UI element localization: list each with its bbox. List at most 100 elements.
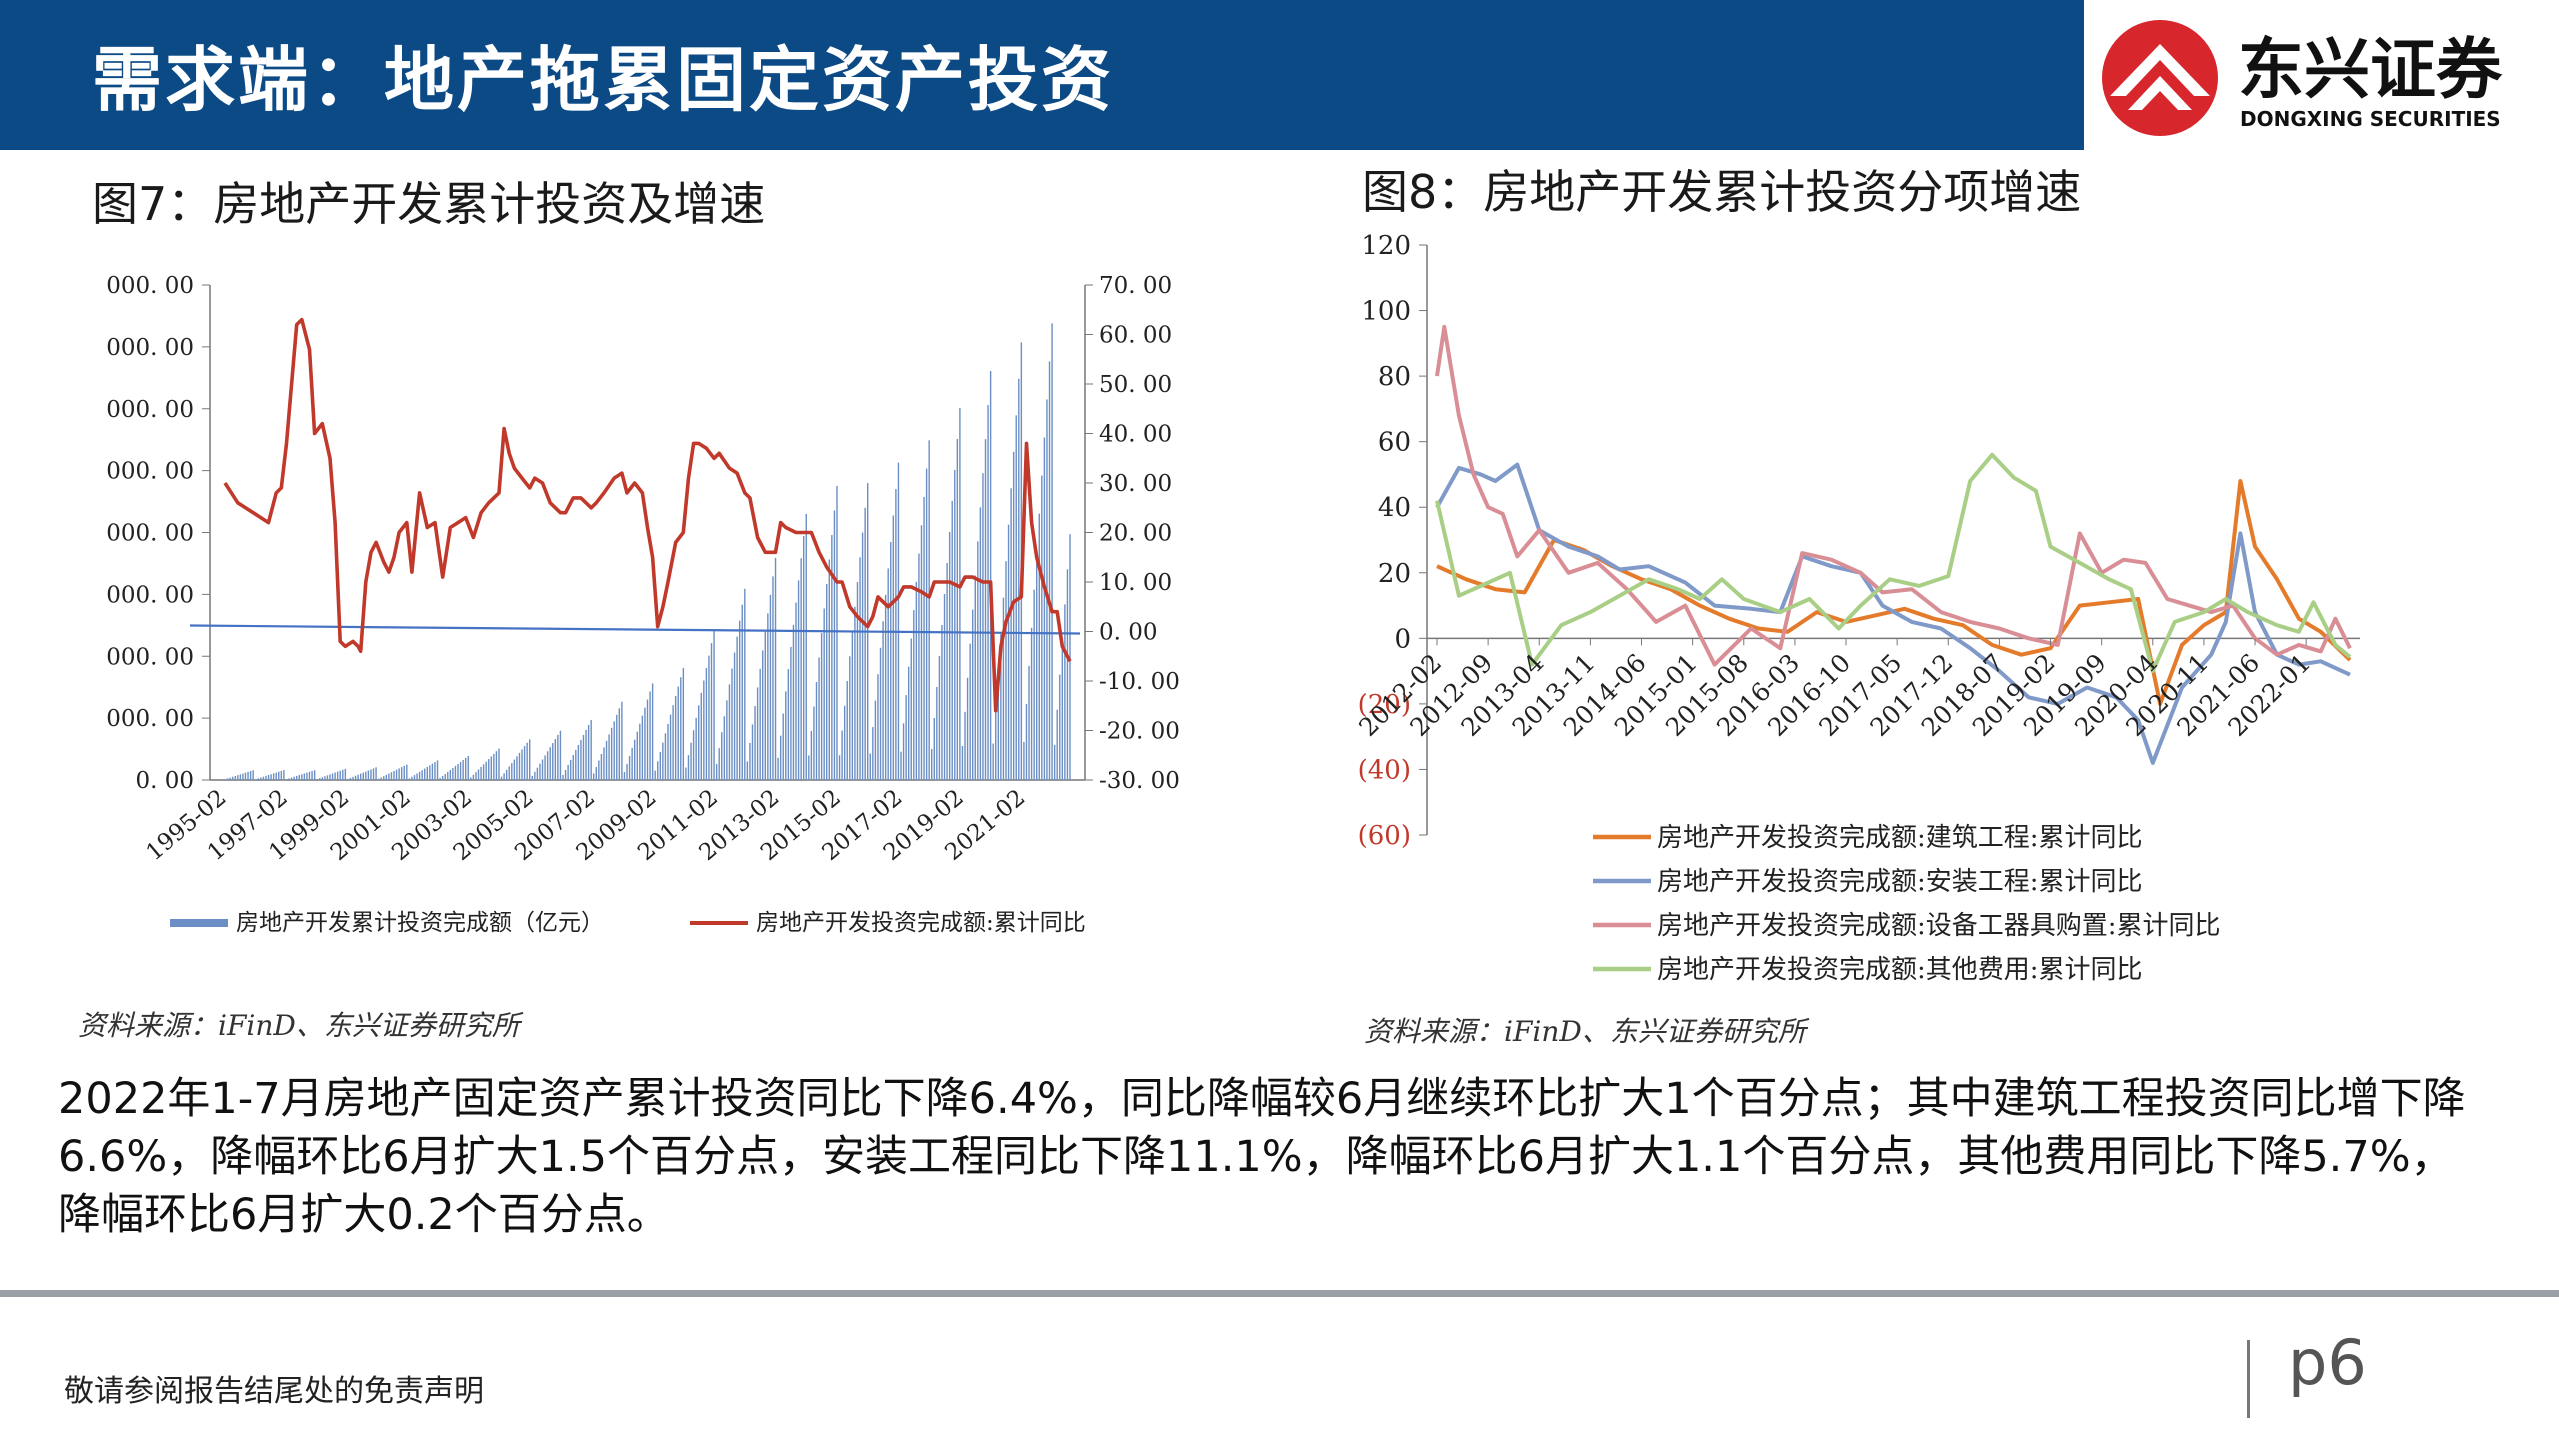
investment-bar [567,764,569,780]
logo-subtext: DONGXING SECURITIES [2240,107,2501,131]
investment-bar [439,777,441,780]
company-logo: 东兴证券 DONGXING SECURITIES [2098,18,2548,136]
investment-bar [572,754,574,780]
investment-bar [293,776,295,780]
investment-bar [321,777,324,780]
investment-bar [907,666,910,780]
investment-bar [503,773,505,780]
investment-bar [1002,597,1005,780]
figure7-chart: 160, 000. 00 140, 000. 00 120, 000. 00 100,… [100,273,1180,936]
investment-bar [575,749,577,780]
investment-bar [467,755,469,780]
y-tick-label: 20 [1378,559,1411,589]
legend-line-label: 房地产开发投资完成额:累计同比 [756,910,1086,936]
investment-bar [772,576,774,780]
investment-bar [746,761,749,780]
investment-bar [539,763,541,780]
investment-bar [879,647,882,780]
investment-bar [603,747,605,780]
figure8-chart: 120100806040200(20)(40)(60)2012-022012-0… [1353,231,2360,985]
investment-bar [902,723,905,780]
investment-bar [913,610,915,780]
investment-bar [933,717,935,780]
investment-bar [1051,323,1053,780]
investment-bar [851,631,854,780]
investment-bar [365,771,367,780]
investment-bar [372,768,375,780]
investment-bar [360,773,362,780]
page-number: p6 [2288,1326,2367,1399]
investment-bar [390,772,393,780]
investment-bar [326,775,329,780]
investment-bar [785,691,787,780]
investment-bar [610,727,613,780]
investment-bar [452,767,454,780]
investment-bar [741,604,743,780]
investment-bar [244,772,247,780]
left-tick-label: 120, 000. 00 [100,397,194,423]
investment-bar [490,756,493,780]
legend-bar-swatch [170,919,228,927]
investment-bar [295,775,298,780]
investment-bar [493,753,495,780]
investment-bar [375,767,377,780]
investment-bar [669,714,672,780]
investment-bar [477,769,480,780]
investment-bar [505,769,508,780]
investment-bar [526,742,528,780]
investment-bar [508,766,510,780]
investment-bar [854,606,856,780]
investment-bar [605,740,608,780]
investment-bar [354,775,357,780]
left-tick-label: 80, 000. 00 [100,521,194,547]
investment-bar [695,717,697,780]
investment-bar [552,743,554,780]
investment-bar [954,469,956,780]
investment-bar [339,770,341,780]
investment-bar [1066,569,1069,780]
investment-bar [1048,361,1051,780]
investment-bar [1028,665,1030,780]
investment-bar [398,768,400,780]
investment-bar [969,643,971,780]
investment-bar [736,636,738,780]
investment-bar [831,534,833,780]
investment-bar [659,751,662,780]
investment-bar [639,723,641,780]
investment-bar [887,568,889,780]
investment-bar [270,774,272,780]
investment-bar [249,771,252,780]
right-tick-label: 30. 00 [1099,471,1172,497]
investment-bar [247,771,249,780]
investment-bar [426,766,428,780]
investment-bar [923,496,925,780]
investment-bar [613,721,615,780]
investment-bar [733,652,736,780]
investment-bar [457,763,459,780]
investment-bar [418,771,421,780]
investment-bar [308,771,311,780]
investment-bar [649,691,651,780]
investment-bar [288,778,290,780]
investment-bar [802,536,805,780]
investment-bar [910,638,912,780]
investment-bar [764,631,766,780]
investment-bar [723,716,726,780]
investment-bar [769,594,772,780]
investment-bar [808,755,810,780]
investment-bar [280,770,283,780]
investment-bar [400,767,403,780]
investment-bar [260,777,262,780]
investment-bar [464,757,467,780]
investment-bar [943,593,946,780]
investment-bar [897,462,900,780]
investment-bar [864,507,866,780]
investment-bar [767,613,769,780]
investment-bar [580,739,582,780]
investment-bar [631,747,633,780]
investment-bar [849,656,851,780]
investment-bar [918,553,920,780]
investment-bar [920,525,923,780]
investment-bar [1043,437,1046,780]
right-tick-label: 40. 00 [1099,422,1172,448]
